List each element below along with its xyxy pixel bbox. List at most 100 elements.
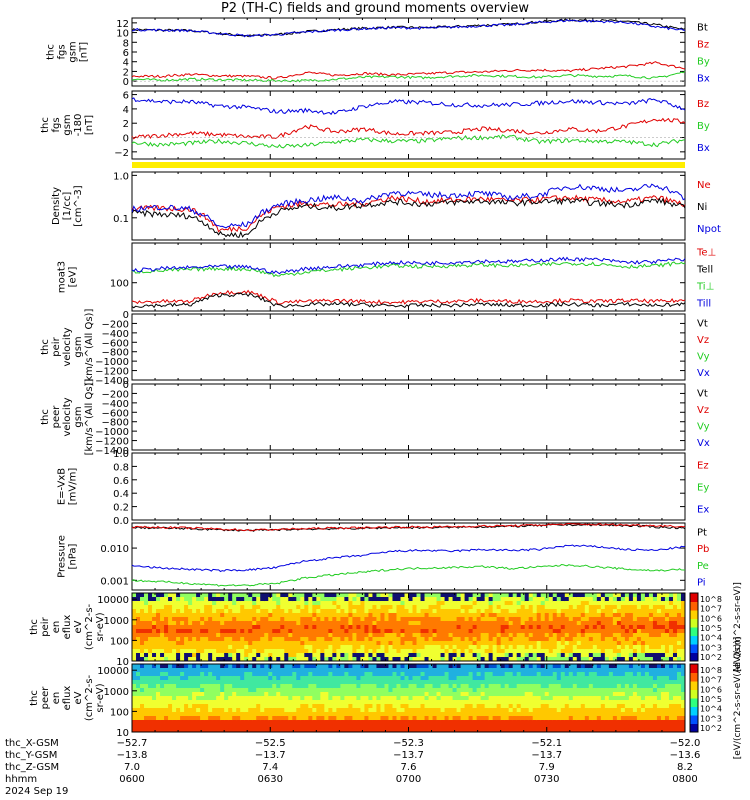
spectrogram-cell [616, 605, 622, 610]
spectrogram-cell [316, 704, 321, 709]
spectrogram-cell [420, 601, 425, 606]
spectrogram-cell [460, 613, 465, 618]
spectrogram-cell [136, 724, 141, 729]
spectrogram-cell [216, 653, 221, 658]
spectrogram-cell [316, 712, 321, 717]
spectrogram-cell [192, 641, 197, 646]
spectrogram-cell [424, 704, 429, 709]
spectrogram-cell [336, 657, 341, 662]
y-axis-label: velocity [62, 327, 73, 366]
spectrogram-cell [204, 696, 209, 701]
spectrogram-cell [496, 601, 502, 606]
spectrogram-cell [600, 593, 606, 598]
spectrogram-cell [532, 724, 538, 729]
spectrogram-cell [436, 676, 441, 681]
spectrogram-cell [324, 593, 329, 598]
spectrogram-cell [480, 617, 486, 622]
spectrogram-cell [476, 680, 482, 685]
spectrogram-cell [268, 668, 273, 673]
spectrogram-cell [428, 728, 433, 733]
spectrogram-cell [424, 724, 429, 729]
spectrogram-cell [184, 621, 189, 626]
spectrogram-cell [440, 617, 445, 622]
spectrogram-cell [664, 609, 670, 614]
spectrogram-cell [200, 617, 205, 622]
spectrogram-cell [292, 645, 297, 650]
spectrogram-cell [200, 613, 205, 618]
spectrogram-cell [352, 684, 357, 689]
spectrogram-cell [548, 637, 554, 642]
spectrogram-cell [216, 712, 221, 717]
spectrogram-cell [624, 649, 630, 654]
spectrogram-cell [244, 720, 249, 725]
spectrogram-cell [188, 645, 193, 650]
spectrogram-cell [384, 724, 389, 729]
spectrogram-cell [296, 672, 301, 677]
spectrogram-cell [168, 688, 173, 693]
spectrogram-cell [580, 593, 586, 598]
spectrogram-cell [360, 617, 365, 622]
spectrogram-cell [676, 645, 682, 650]
spectrogram-cell [588, 688, 594, 693]
spectrogram-cell [592, 688, 598, 693]
spectrogram-cell [672, 601, 678, 606]
spectrogram-cell [200, 720, 205, 725]
spectrogram-cell [276, 664, 281, 669]
spectrogram-cell [296, 649, 301, 654]
spectrogram-cell [648, 649, 654, 654]
spectrogram-cell [164, 637, 169, 642]
spectrogram-cell [556, 609, 562, 614]
spectrogram-cell [140, 637, 145, 642]
spectrogram-cell [180, 664, 185, 669]
spectrogram-cell [340, 704, 345, 709]
series-line-Bx [132, 19, 686, 38]
spectrogram-cell [600, 613, 606, 618]
spectrogram-cell [484, 676, 490, 681]
spectrogram-cell [440, 692, 445, 697]
spectrogram-cell [184, 657, 189, 662]
spectrogram-cell [140, 629, 145, 634]
spectrogram-cell [144, 653, 149, 658]
spectrogram-cell [132, 657, 137, 662]
spectrogram-cell [404, 696, 409, 701]
spectrogram-cell [476, 728, 482, 733]
spectrogram-cell [164, 593, 169, 598]
spectrogram-cell [272, 664, 277, 669]
spectrogram-cell [588, 601, 594, 606]
spectrogram-cell [420, 696, 425, 701]
spectrogram-cell [172, 668, 177, 673]
spectrogram-cell [644, 593, 650, 598]
spectrogram-cell [496, 668, 502, 673]
spectrogram-cell [316, 633, 321, 638]
spectrogram-cell [376, 641, 381, 646]
spectrogram-cell [376, 645, 381, 650]
spectrogram-cell [256, 609, 261, 614]
spectrogram-cell [376, 593, 381, 598]
spectrogram-cell [348, 597, 353, 602]
spectrogram-cell [624, 609, 630, 614]
spectrogram-cell [340, 597, 345, 602]
spectrogram-cell [244, 688, 249, 693]
spectrogram-cell [144, 657, 149, 662]
spectrogram-cell [312, 680, 317, 685]
y-tick-label: −1400 [95, 446, 129, 457]
spectrogram-cell [592, 641, 598, 646]
spectrogram-cell [160, 645, 165, 650]
spectrogram-cell [328, 692, 333, 697]
spectrogram-cell [384, 609, 389, 614]
spectrogram-cell [336, 645, 341, 650]
spectrogram-cell [420, 708, 425, 713]
spectrogram-cell [592, 625, 598, 630]
spectrogram-cell [632, 617, 638, 622]
spectrogram-cell [340, 641, 345, 646]
spectrogram-cell [480, 605, 486, 610]
spectrogram-cell [132, 696, 137, 701]
spectrogram-cell [508, 728, 514, 733]
spectrogram-cell [384, 716, 389, 721]
spectrogram-cell [452, 676, 457, 681]
spectrogram-cell [200, 657, 205, 662]
spectrogram-cell [452, 609, 457, 614]
spectrogram-cell [400, 708, 405, 713]
spectrogram-cell [388, 664, 393, 669]
spectrogram-cell [672, 641, 678, 646]
